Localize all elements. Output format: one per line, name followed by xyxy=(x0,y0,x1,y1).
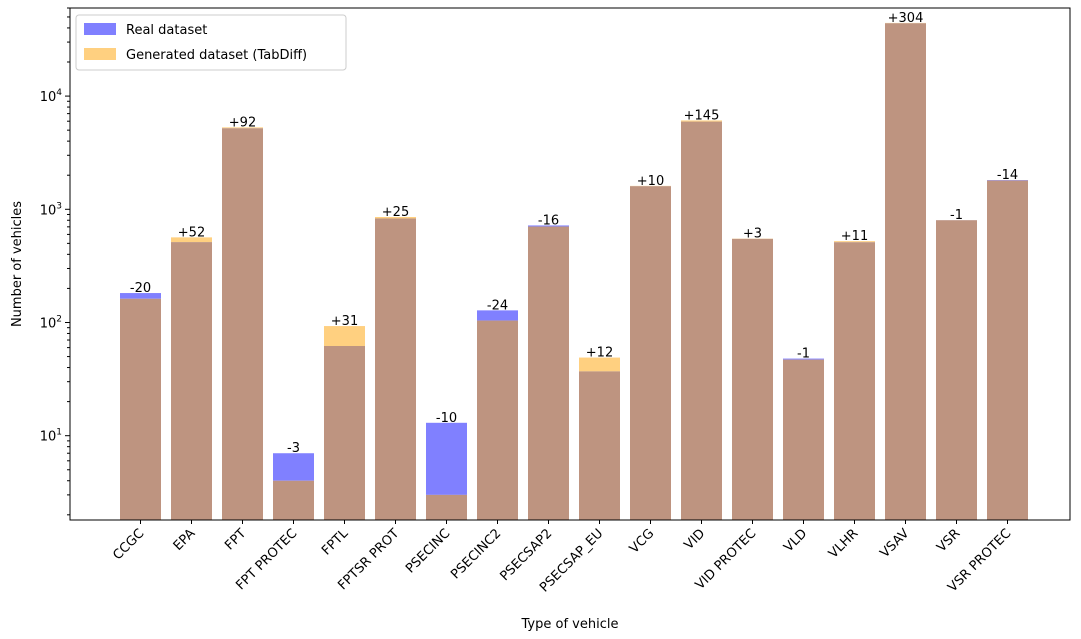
bar-overlap-vld xyxy=(783,359,824,520)
bar-overlap-vsav xyxy=(885,23,926,521)
y-axis-label: Number of vehicles xyxy=(10,201,25,327)
y-tick-label: 102 xyxy=(40,314,62,331)
diff-label-vid-protec: +3 xyxy=(743,227,762,242)
diff-label-fpt: +92 xyxy=(229,115,256,130)
bar-overlap-psecinc xyxy=(426,494,467,520)
x-tick-label-ccgc: CCGC xyxy=(110,526,147,563)
bar-excess-fptsr-prot xyxy=(375,216,416,219)
bar-overlap-fptsr-prot xyxy=(375,218,416,521)
bar-excess-fptl xyxy=(324,326,365,346)
bar-overlap-fpt-protec xyxy=(273,480,314,520)
diff-label-vcg: +10 xyxy=(637,174,664,189)
bar-excess-psecsap2 xyxy=(528,225,569,227)
bar-overlap-vsr-protec xyxy=(987,180,1028,520)
bar-excess-vid xyxy=(681,120,722,122)
bar-overlap-epa xyxy=(171,242,212,520)
bar-excess-psecinc xyxy=(426,422,467,495)
diff-label-fptl: +31 xyxy=(331,314,358,329)
bar-overlap-psecsap-eu xyxy=(579,371,620,520)
bar-excess-fpt-protec xyxy=(273,453,314,481)
diff-label-fptsr-prot: +25 xyxy=(382,205,409,220)
bar-overlap-vlhr xyxy=(834,242,875,520)
diff-label-fpt-protec: -3 xyxy=(287,441,300,456)
legend-label-real: Real dataset xyxy=(126,23,207,38)
x-tick-label-vsr: VSR xyxy=(934,526,963,555)
x-tick-label-fptl: FPTL xyxy=(319,526,352,559)
diff-label-psecinc2: -24 xyxy=(487,298,508,313)
difference-labels: -20 +52 +92 -3 +31 +25 -10 -24 -16 +12 +10 +145 +3 -1… xyxy=(130,11,1018,456)
bar-excess-psecinc2 xyxy=(477,310,518,321)
diff-label-vlhr: +11 xyxy=(841,229,868,244)
legend-label-generated: Generated dataset (TabDiff) xyxy=(126,48,307,63)
diff-label-vsr: -1 xyxy=(950,208,963,223)
x-tick-label-vld: VLD xyxy=(781,526,810,555)
bar-overlap-ccgc xyxy=(120,298,161,520)
x-tick-label-psecinc: PSECINC xyxy=(403,526,453,576)
bars-layer xyxy=(120,22,1028,521)
plot-frame xyxy=(69,7,1071,521)
bar-excess-psecsap-eu xyxy=(579,357,620,372)
diff-label-vld: -1 xyxy=(797,347,810,362)
y-tick-label: 101 xyxy=(40,428,62,445)
x-tick-label-epa: EPA xyxy=(171,526,199,554)
x-tick-label-vlhr: VLHR xyxy=(826,526,861,561)
x-tick-label-vid: VID xyxy=(682,526,709,553)
diff-label-psecsap-eu: +12 xyxy=(586,346,613,361)
bar-overlap-vid-protec xyxy=(732,238,773,520)
bar-overlap-vcg xyxy=(630,186,671,520)
y-tick-label: 103 xyxy=(40,201,62,218)
x-tick-label-vcg: VCG xyxy=(627,526,657,556)
bar-overlap-vsr xyxy=(936,220,977,521)
diff-label-vsr-protec: -14 xyxy=(997,168,1018,183)
bar-excess-vld xyxy=(783,358,824,360)
diff-label-vsav: +304 xyxy=(888,11,924,26)
bar-excess-epa xyxy=(171,237,212,243)
legend: Real dataset Generated dataset (TabDiff) xyxy=(75,14,347,71)
diff-label-ccgc: -20 xyxy=(130,281,151,296)
bar-overlap-psecinc2 xyxy=(477,320,518,520)
legend-swatch-real xyxy=(84,23,116,35)
bar-overlap-psecsap2 xyxy=(528,226,569,520)
x-tick-label-psecinc2: PSECINC2 xyxy=(448,526,504,582)
diff-label-psecsap2: -16 xyxy=(538,213,559,228)
diff-label-psecinc: -10 xyxy=(436,411,457,426)
diff-label-epa: +52 xyxy=(178,225,205,240)
bar-excess-fpt xyxy=(222,127,263,129)
x-tick-label-fpt: FPT xyxy=(222,526,249,553)
legend-box xyxy=(75,14,347,71)
bar-overlap-fptl xyxy=(324,345,365,520)
bar-overlap-vid xyxy=(681,121,722,520)
bar-overlap-fpt xyxy=(222,128,263,520)
x-axis-label: Type of vehicle xyxy=(521,617,619,632)
y-tick-label: 104 xyxy=(40,88,63,105)
diff-label-vid: +145 xyxy=(684,108,720,123)
bar-excess-ccgc xyxy=(120,293,161,299)
legend-swatch-generated xyxy=(84,48,116,60)
y-axis: 101 102 103 104 xyxy=(40,7,70,516)
x-tick-label-vsav: VSAV xyxy=(877,526,912,561)
bar-excess-vlhr xyxy=(834,241,875,243)
